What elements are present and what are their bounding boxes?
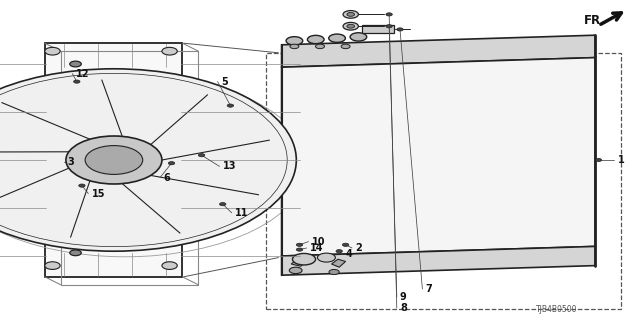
Circle shape [85, 146, 143, 174]
Circle shape [45, 47, 60, 55]
Circle shape [194, 129, 235, 149]
Circle shape [227, 104, 234, 107]
Text: 13: 13 [223, 161, 236, 172]
Text: 1: 1 [618, 155, 625, 165]
Circle shape [70, 250, 81, 256]
Circle shape [317, 253, 335, 262]
Circle shape [66, 136, 162, 184]
Circle shape [147, 106, 282, 173]
Circle shape [292, 253, 316, 265]
Circle shape [145, 148, 152, 152]
Text: 5: 5 [221, 76, 228, 87]
Circle shape [329, 34, 346, 42]
Circle shape [296, 248, 303, 251]
Circle shape [595, 158, 602, 162]
Polygon shape [291, 259, 307, 266]
Polygon shape [282, 35, 595, 67]
Text: TJB4B0500: TJB4B0500 [536, 305, 577, 314]
Circle shape [70, 61, 81, 67]
Circle shape [386, 25, 392, 28]
Circle shape [307, 35, 324, 44]
Text: 8: 8 [400, 303, 407, 313]
Circle shape [347, 12, 355, 16]
Circle shape [343, 11, 358, 18]
Circle shape [141, 136, 198, 165]
Circle shape [168, 162, 175, 165]
Circle shape [289, 267, 302, 274]
Text: 12: 12 [76, 68, 89, 79]
Text: FR.: FR. [584, 14, 605, 27]
Circle shape [198, 154, 205, 157]
Circle shape [79, 184, 85, 187]
Text: 14: 14 [310, 243, 323, 253]
Circle shape [296, 243, 303, 246]
Circle shape [329, 269, 339, 275]
Circle shape [343, 22, 358, 30]
Circle shape [336, 250, 342, 253]
Polygon shape [282, 58, 595, 256]
Circle shape [154, 142, 186, 158]
Text: 4: 4 [346, 249, 353, 260]
Text: 3: 3 [67, 156, 74, 167]
Polygon shape [332, 259, 346, 267]
Circle shape [316, 44, 324, 49]
Bar [362, 25, 394, 33]
Polygon shape [45, 43, 182, 277]
Circle shape [194, 151, 203, 156]
Circle shape [220, 203, 226, 206]
Text: 10: 10 [312, 236, 325, 247]
Circle shape [166, 159, 173, 163]
Circle shape [74, 80, 80, 83]
Bar [144, 113, 158, 118]
Text: 6: 6 [163, 172, 170, 183]
Circle shape [341, 44, 350, 49]
Circle shape [90, 160, 96, 163]
Circle shape [187, 148, 195, 152]
Circle shape [162, 262, 177, 269]
Bar [266, 53, 621, 309]
Text: 2: 2 [355, 243, 362, 253]
Circle shape [342, 243, 349, 246]
Text: 9: 9 [400, 292, 407, 302]
Circle shape [166, 138, 173, 142]
Text: 11: 11 [235, 208, 248, 218]
Circle shape [216, 100, 225, 104]
Circle shape [397, 28, 403, 31]
Circle shape [45, 262, 60, 269]
Circle shape [290, 44, 299, 49]
Circle shape [347, 24, 355, 28]
Circle shape [350, 33, 367, 41]
Circle shape [286, 37, 303, 45]
Circle shape [0, 69, 296, 251]
Polygon shape [282, 246, 595, 275]
Text: 7: 7 [426, 284, 433, 294]
Circle shape [386, 13, 392, 16]
Text: 15: 15 [92, 188, 105, 199]
Circle shape [162, 47, 177, 55]
